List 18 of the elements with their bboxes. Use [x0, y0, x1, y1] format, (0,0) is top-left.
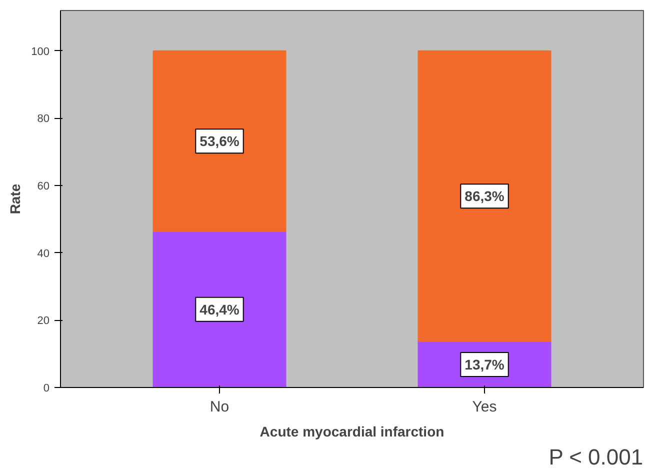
data-label: 13,7% — [464, 356, 505, 372]
y-tick-label: 0 — [43, 382, 50, 394]
data-label: 53,6% — [200, 133, 240, 150]
x-axis-title: Acute myocardial infarction — [260, 424, 444, 440]
y-tick-label: 40 — [37, 248, 50, 260]
y-tick-label: 80 — [37, 113, 50, 126]
y-tick-label: 20 — [37, 315, 50, 328]
y-tick-label: 60 — [37, 180, 50, 193]
bar — [152, 50, 286, 232]
y-axis-title: Rate — [7, 184, 24, 214]
data-label: 46,4% — [200, 301, 240, 318]
data-label: 86,3% — [464, 188, 505, 204]
y-tick-label: 100 — [31, 46, 50, 58]
x-tick-label: No — [210, 398, 230, 416]
text: P < 0.001 — [548, 444, 644, 469]
bar — [152, 230, 286, 388]
bar — [418, 50, 552, 342]
x-tick-label: Yes — [472, 398, 497, 416]
